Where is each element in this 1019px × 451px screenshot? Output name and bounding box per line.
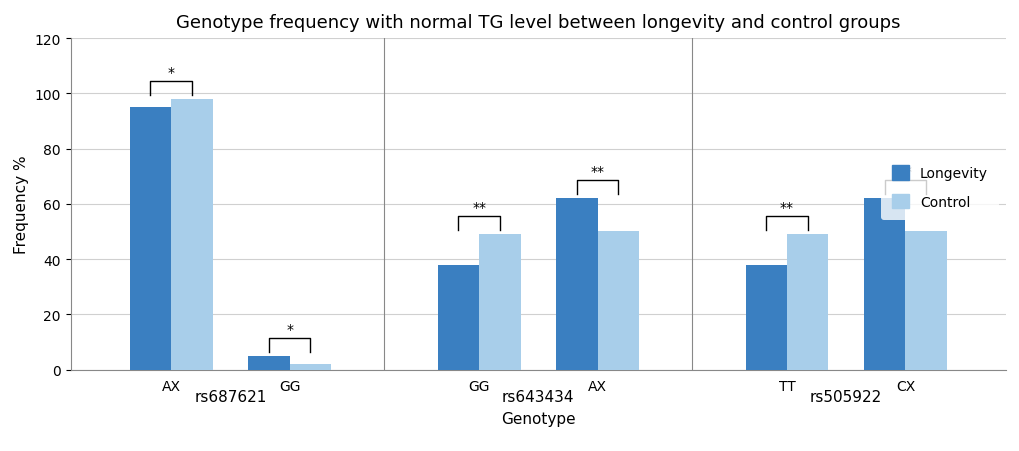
Bar bbox=[171, 100, 212, 370]
Title: Genotype frequency with normal TG level between longevity and control groups: Genotype frequency with normal TG level … bbox=[176, 14, 900, 32]
Y-axis label: Frequency %: Frequency % bbox=[14, 155, 29, 253]
Text: rs687621: rs687621 bbox=[194, 389, 266, 404]
Bar bbox=[248, 356, 289, 370]
Text: Genotype: Genotype bbox=[500, 411, 575, 426]
Text: rs505922: rs505922 bbox=[809, 389, 881, 404]
Bar bbox=[863, 199, 905, 370]
Text: *: * bbox=[286, 322, 292, 336]
Bar bbox=[129, 108, 171, 370]
Legend: Longevity, Control: Longevity, Control bbox=[880, 155, 999, 221]
Bar bbox=[289, 364, 331, 370]
Bar bbox=[905, 232, 946, 370]
Bar bbox=[437, 265, 479, 370]
Bar bbox=[787, 235, 827, 370]
Text: **: ** bbox=[590, 165, 604, 179]
Text: **: ** bbox=[898, 165, 912, 179]
Text: rs643434: rs643434 bbox=[501, 389, 574, 404]
Bar bbox=[745, 265, 787, 370]
Text: *: * bbox=[167, 65, 174, 79]
Bar bbox=[555, 199, 597, 370]
Text: **: ** bbox=[472, 201, 486, 215]
Text: **: ** bbox=[780, 201, 793, 215]
Bar bbox=[479, 235, 520, 370]
Bar bbox=[597, 232, 638, 370]
